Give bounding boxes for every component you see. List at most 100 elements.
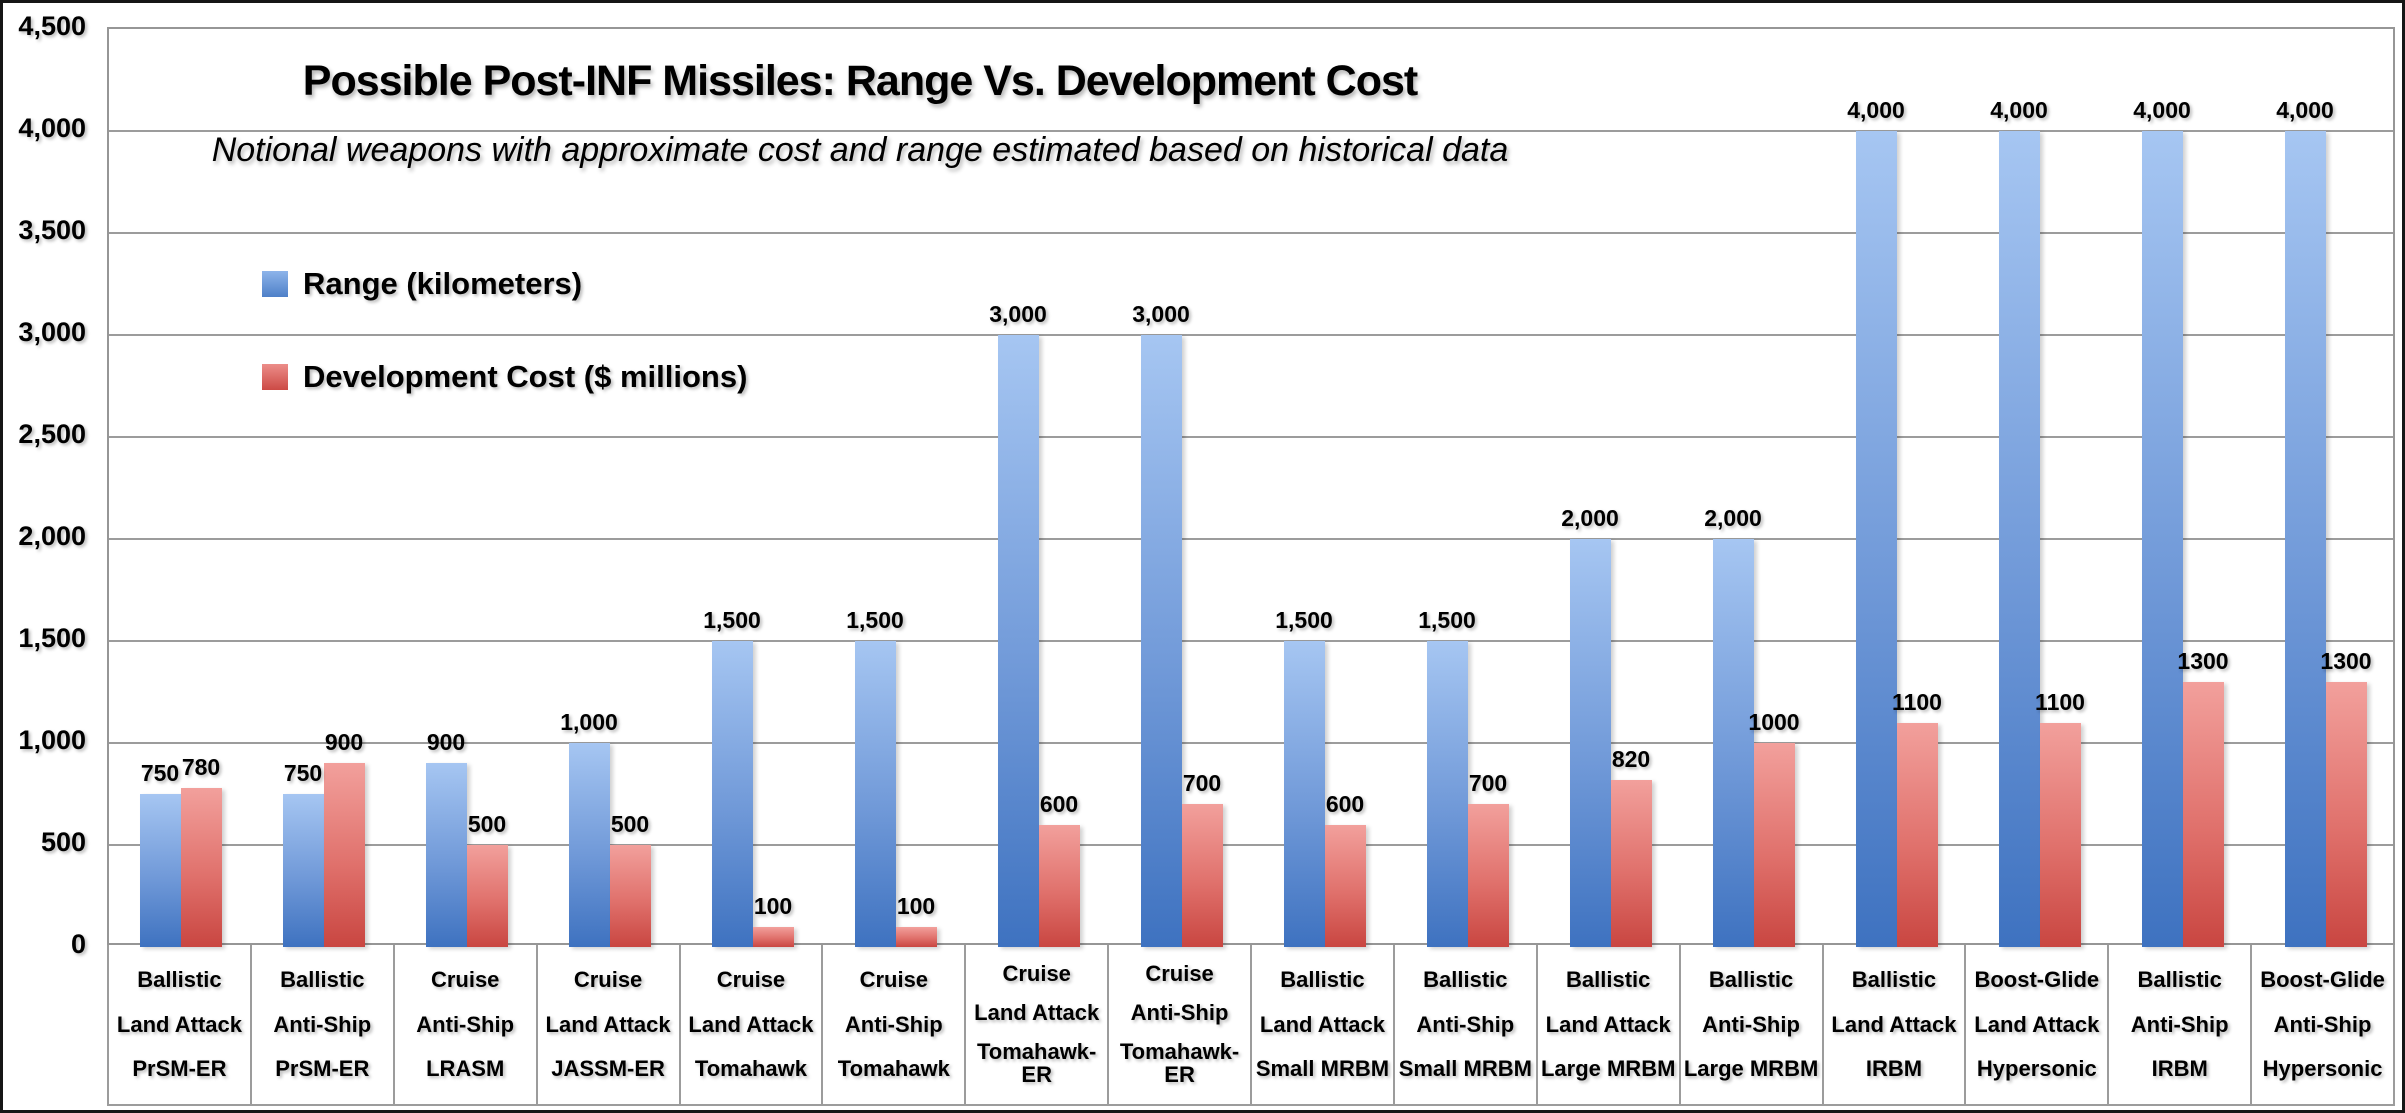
- category-cell-1: Ballistic Land Attack PrSM-ER: [107, 945, 252, 1104]
- category-15-line-1: Ballistic: [2137, 966, 2222, 992]
- bar-range-3: [425, 763, 467, 947]
- legend-item-range: Range (kilometers): [262, 258, 747, 310]
- category-1-line-2: Land Attack: [116, 1011, 242, 1037]
- value-label-range-4: 1,000: [560, 709, 618, 735]
- bar-cost-10: [1467, 804, 1509, 947]
- bar-cost-15: [2182, 682, 2224, 947]
- bar-cost-2: [323, 763, 365, 947]
- bar-cost-11: [1610, 780, 1652, 947]
- y-tick-label-2500: 2,500: [18, 419, 86, 449]
- y-tick-label-2000: 2,000: [18, 521, 86, 551]
- legend-label-cost: Development Cost ($ millions): [303, 359, 748, 394]
- value-label-cost-16: 1300: [2320, 648, 2372, 674]
- value-label-range-5: 1,500: [703, 607, 761, 633]
- category-13-line-1: Ballistic: [1851, 966, 1937, 992]
- gridline-500: [109, 844, 2393, 846]
- category-10-line-2: Anti-Ship: [1416, 1011, 1515, 1037]
- category-16-line-2: Anti-Ship: [2273, 1011, 2372, 1037]
- category-11-line-1: Ballistic: [1566, 966, 1651, 992]
- bar-range-6: [854, 641, 896, 947]
- category-cell-10: Ballistic Anti-Ship Small MRBM: [1395, 945, 1538, 1104]
- category-2-line-1: Ballistic: [280, 966, 365, 992]
- gridline-2000: [109, 538, 2393, 540]
- chart-header: Possible Post-INF Missiles: Range Vs. De…: [110, 56, 1610, 170]
- category-12-line-2: Anti-Ship: [1702, 1011, 1800, 1037]
- category-16-line-1: Boost-Glide: [2260, 966, 2385, 992]
- bar-cost-14: [2039, 723, 2081, 947]
- y-tick-label-0: 0: [70, 929, 86, 959]
- category-15-line-3: IRBM: [2151, 1056, 2208, 1082]
- value-label-range-11: 2,000: [1561, 505, 1619, 531]
- category-cell-4: Cruise Land Attack JASSM-ER: [538, 945, 681, 1104]
- legend-item-cost: Development Cost ($ millions): [262, 351, 747, 403]
- bar-range-4: [568, 743, 610, 947]
- gridline-1500: [109, 640, 2393, 642]
- category-9-line-2: Land Attack: [1259, 1011, 1385, 1037]
- y-tick-label-1000: 1,000: [18, 725, 86, 755]
- category-14-line-1: Boost-Glide: [1974, 966, 2100, 992]
- bar-range-1: [139, 794, 181, 947]
- y-tick-label-3500: 3,500: [18, 215, 86, 245]
- range-series-swatch-icon: [262, 271, 288, 297]
- y-tick-label-1500: 1,500: [18, 623, 86, 653]
- category-10-line-1: Ballistic: [1423, 966, 1508, 992]
- value-label-cost-15: 1300: [2177, 648, 2229, 674]
- value-label-range-6: 1,500: [846, 607, 904, 633]
- bar-cost-1: [180, 788, 222, 947]
- category-cell-14: Boost-Glide Land Attack Hypersonic: [1966, 945, 2110, 1104]
- value-label-cost-6: 100: [896, 893, 936, 919]
- category-8-line-1: Cruise: [1145, 961, 1214, 986]
- gridline-3000: [109, 334, 2393, 336]
- category-9-line-3: Small MRBM: [1255, 1056, 1390, 1082]
- category-2-line-2: Anti-Ship: [273, 1011, 372, 1037]
- category-cell-11: Ballistic Land Attack Large MRBM: [1538, 945, 1681, 1104]
- category-3-line-1: Cruise: [430, 966, 500, 992]
- bar-range-2: [282, 794, 324, 947]
- category-7-line-3: Tomahawk- ER: [976, 1038, 1097, 1088]
- value-label-cost-14: 1100: [2035, 689, 2085, 715]
- category-cell-2: Ballistic Anti-Ship PrSM-ER: [252, 945, 395, 1104]
- bar-range-11: [1569, 539, 1611, 947]
- value-label-range-9: 1,500: [1275, 607, 1333, 633]
- legend-label-range: Range (kilometers): [303, 266, 583, 301]
- category-9-line-1: Ballistic: [1280, 966, 1365, 992]
- bar-cost-5: [752, 927, 794, 947]
- y-tick-label-4000: 4,000: [18, 113, 86, 143]
- value-label-range-7: 3,000: [989, 301, 1047, 327]
- bar-range-16: [2284, 131, 2326, 947]
- chart-title: Possible Post-INF Missiles: Range Vs. De…: [302, 57, 1418, 105]
- category-cell-15: Ballistic Anti-Ship IRBM: [2109, 945, 2253, 1104]
- bar-cost-13: [1896, 723, 1938, 947]
- category-5-line-3: Tomahawk: [694, 1056, 807, 1082]
- category-cell-3: Cruise Anti-Ship LRASM: [395, 945, 538, 1104]
- y-tick-label-3000: 3,000: [18, 317, 86, 347]
- category-cell-6: Cruise Anti-Ship Tomahawk: [823, 945, 967, 1104]
- value-label-cost-1: 780: [181, 754, 221, 780]
- category-2-line-3: PrSM-ER: [275, 1056, 370, 1082]
- value-label-range-12: 2,000: [1704, 505, 1762, 531]
- x-axis-category-table: Ballistic Land Attack PrSM-ER Ballistic Anti…: [107, 945, 2395, 1106]
- bar-cost-6: [895, 927, 937, 947]
- category-14-line-3: Hypersonic: [1976, 1056, 2097, 1082]
- bar-cost-4: [609, 845, 651, 947]
- category-3-line-2: Anti-Ship: [416, 1011, 515, 1037]
- value-label-cost-2: 900: [324, 729, 364, 755]
- category-14-line-2: Land Attack: [1974, 1011, 2100, 1037]
- bar-cost-12: [1753, 743, 1795, 947]
- value-label-range-1: 750: [140, 760, 180, 786]
- value-label-range-3: 900: [426, 729, 466, 755]
- bar-cost-9: [1324, 825, 1366, 947]
- bar-cost-7: [1038, 825, 1080, 947]
- value-label-cost-4: 500: [610, 811, 650, 837]
- category-5-line-2: Land Attack: [688, 1011, 814, 1037]
- value-label-range-2: 750: [283, 760, 323, 786]
- category-7-line-2: Land Attack: [974, 999, 1100, 1025]
- value-label-cost-8: 700: [1182, 770, 1222, 796]
- bar-range-5: [711, 641, 753, 947]
- value-label-cost-7: 600: [1039, 791, 1079, 817]
- category-11-line-3: Large MRBM: [1540, 1056, 1676, 1082]
- gridline-2500: [109, 436, 2393, 438]
- legend: Range (kilometers) Development Cost ($ m…: [262, 258, 747, 444]
- value-label-range-13: 4,000: [1847, 97, 1905, 123]
